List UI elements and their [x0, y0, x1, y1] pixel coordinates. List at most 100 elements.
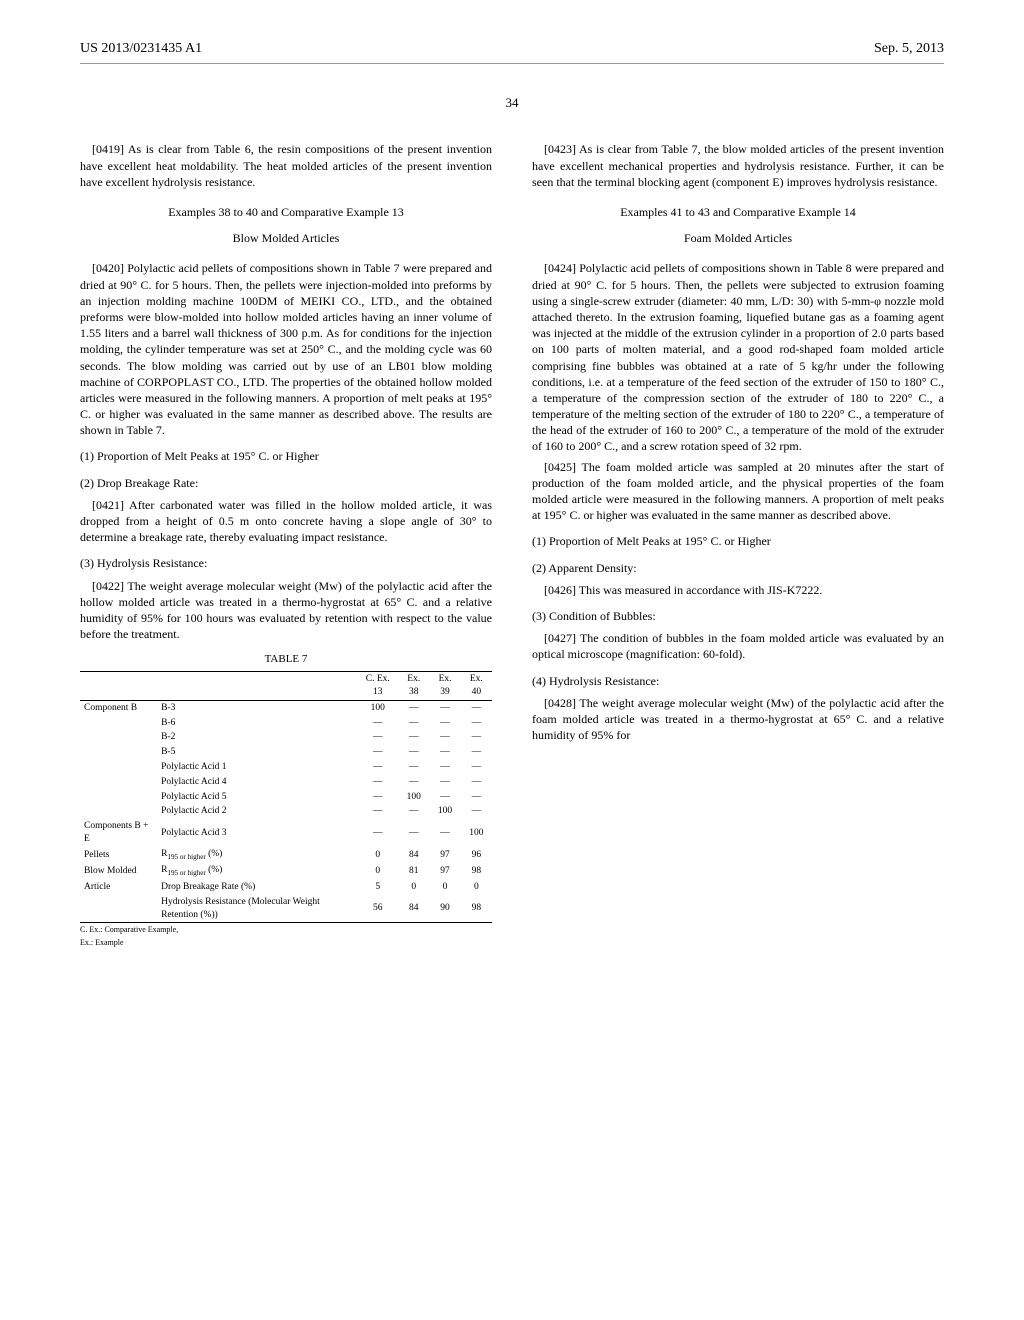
section-head-ex41-43: Examples 41 to 43 and Comparative Exampl…	[532, 204, 944, 220]
t7-r0c2: 100	[357, 700, 398, 715]
t7-r11c4: 0	[429, 880, 460, 895]
publication-number: US 2013/0231435 A1	[80, 40, 202, 59]
t7-r6c1: Polylactic Acid 5	[157, 790, 357, 805]
t7-r8c1: Polylactic Acid 3	[157, 819, 357, 847]
t7-r1c4: —	[429, 716, 460, 731]
t7-h5: Ex. 40	[461, 672, 492, 701]
t7-r1c5: —	[461, 716, 492, 731]
para-0424: [0424] Polylactic acid pellets of compos…	[532, 260, 944, 454]
t7-r0c1: B-3	[157, 700, 357, 715]
t7-footnote-2: Ex.: Example	[80, 938, 492, 949]
t7-r2c5: —	[461, 730, 492, 745]
t7-r5c4: —	[429, 775, 460, 790]
t7-r3c3: —	[398, 745, 429, 760]
t7-r10c5: 98	[461, 863, 492, 880]
page-number: 34	[80, 94, 944, 112]
para-0420: [0420] Polylactic acid pellets of compos…	[80, 260, 492, 438]
t7-footnote-1: C. Ex.: Comparative Example,	[80, 925, 492, 936]
t7-r2c1: B-2	[157, 730, 357, 745]
table-7: TABLE 7 C. Ex. 13 Ex. 38 Ex. 39 Ex. 40 C…	[80, 652, 492, 949]
para-0427: [0427] The condition of bubbles in the f…	[532, 630, 944, 662]
mini-head-2-4: (4) Hydrolysis Resistance:	[532, 673, 944, 689]
mini-head-2-2: (2) Apparent Density:	[532, 560, 944, 576]
para-0425: [0425] The foam molded article was sampl…	[532, 459, 944, 524]
t7-r8c2: —	[357, 819, 398, 847]
t7-sub1: 195 or higher	[167, 853, 205, 861]
t7-r8c0: Components B + E	[80, 819, 157, 847]
para-0421: [0421] After carbonated water was filled…	[80, 497, 492, 546]
publication-date: Sep. 5, 2013	[874, 40, 944, 59]
t7-r3c0	[80, 745, 157, 760]
t7-r5c5: —	[461, 775, 492, 790]
mini-head-2-3: (3) Condition of Bubbles:	[532, 608, 944, 624]
mini-head-2-1: (1) Proportion of Melt Peaks at 195° C. …	[532, 533, 944, 549]
t7-r6c5: —	[461, 790, 492, 805]
t7-r4c5: —	[461, 760, 492, 775]
t7-r11c5: 0	[461, 880, 492, 895]
page-header: US 2013/0231435 A1 Sep. 5, 2013	[80, 40, 944, 64]
t7-r9c1: R195 or higher (%)	[157, 847, 357, 864]
t7-r10c4: 97	[429, 863, 460, 880]
t7-r7c4: 100	[429, 804, 460, 819]
t7-r8c3: —	[398, 819, 429, 847]
section-head-ex38-40: Examples 38 to 40 and Comparative Exampl…	[80, 204, 492, 220]
t7-r10c0: Blow Molded	[80, 863, 157, 880]
t7-r0c0: Component B	[80, 700, 157, 715]
t7-h3: Ex. 38	[398, 672, 429, 701]
t7-r5c3: —	[398, 775, 429, 790]
mini-head-1-3: (3) Hydrolysis Resistance:	[80, 555, 492, 571]
t7-sub2: 195 or higher	[167, 869, 205, 877]
t7-r12c0	[80, 895, 157, 923]
t7-r0c4: —	[429, 700, 460, 715]
t7-r1c1: B-6	[157, 716, 357, 731]
subhead-foam-molded: Foam Molded Articles	[532, 230, 944, 246]
t7-r2c4: —	[429, 730, 460, 745]
t7-r6c3: 100	[398, 790, 429, 805]
t7-r2c2: —	[357, 730, 398, 745]
t7-r4c2: —	[357, 760, 398, 775]
t7-r3c2: —	[357, 745, 398, 760]
t7-r4c4: —	[429, 760, 460, 775]
body-columns: [0419] As is clear from Table 6, the res…	[80, 141, 944, 949]
t7-r11c1: Drop Breakage Rate (%)	[157, 880, 357, 895]
t7-r12c5: 98	[461, 895, 492, 923]
t7-r9c2: 0	[357, 847, 398, 864]
t7-r0c3: —	[398, 700, 429, 715]
t7-r9c0: Pellets	[80, 847, 157, 864]
t7-r10c3: 81	[398, 863, 429, 880]
t7-r6c4: —	[429, 790, 460, 805]
t7-h4: Ex. 39	[429, 672, 460, 701]
t7-r11c0: Article	[80, 880, 157, 895]
t7-r3c4: —	[429, 745, 460, 760]
t7-r2c0	[80, 730, 157, 745]
t7-r11c3: 0	[398, 880, 429, 895]
t7-r5c2: —	[357, 775, 398, 790]
t7-r6c0	[80, 790, 157, 805]
t7-r4c0	[80, 760, 157, 775]
t7-r12c2: 56	[357, 895, 398, 923]
t7-r9c3: 84	[398, 847, 429, 864]
t7-r12c4: 90	[429, 895, 460, 923]
t7-r10c2: 0	[357, 863, 398, 880]
table-7-title: TABLE 7	[80, 652, 492, 667]
t7-r7c2: —	[357, 804, 398, 819]
t7-r6c2: —	[357, 790, 398, 805]
t7-r4c1: Polylactic Acid 1	[157, 760, 357, 775]
para-0419: [0419] As is clear from Table 6, the res…	[80, 141, 492, 190]
t7-r7c0	[80, 804, 157, 819]
t7-r10c1: R195 or higher (%)	[157, 863, 357, 880]
t7-r11c2: 5	[357, 880, 398, 895]
t7-r3c5: —	[461, 745, 492, 760]
t7-r2c3: —	[398, 730, 429, 745]
para-0426: [0426] This was measured in accordance w…	[532, 582, 944, 598]
mini-head-1-2: (2) Drop Breakage Rate:	[80, 475, 492, 491]
t7-r0c5: —	[461, 700, 492, 715]
t7-r1c2: —	[357, 716, 398, 731]
t7-r8c5: 100	[461, 819, 492, 847]
t7-r4c3: —	[398, 760, 429, 775]
t7-r9c4: 97	[429, 847, 460, 864]
t7-r5c1: Polylactic Acid 4	[157, 775, 357, 790]
t7-h0	[80, 672, 157, 701]
t7-h2: C. Ex. 13	[357, 672, 398, 701]
t7-r3c1: B-5	[157, 745, 357, 760]
